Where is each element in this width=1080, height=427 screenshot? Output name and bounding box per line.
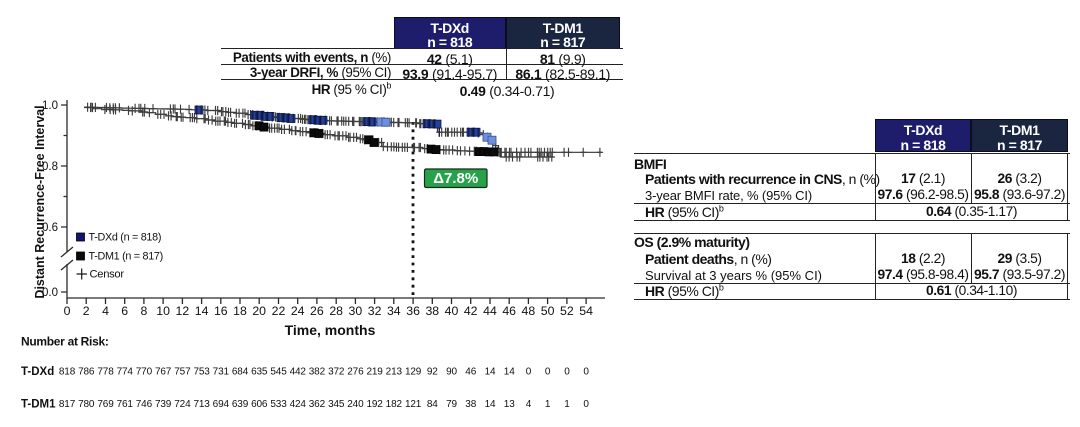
svg-text:382: 382 [309, 367, 326, 378]
svg-text:12: 12 [176, 304, 190, 318]
svg-text:T-DXd (n = 818): T-DXd (n = 818) [89, 232, 162, 244]
svg-text:4: 4 [526, 399, 532, 410]
svg-text:54: 54 [579, 304, 593, 318]
svg-text:Δ7.8%: Δ7.8% [433, 170, 478, 187]
svg-text:90: 90 [446, 367, 457, 378]
svg-text:219: 219 [366, 367, 383, 378]
svg-text:213: 213 [386, 367, 403, 378]
svg-text:4: 4 [102, 304, 109, 318]
svg-text:739: 739 [155, 399, 172, 410]
svg-text:0: 0 [564, 367, 570, 378]
svg-text:T-DM1 (n = 817): T-DM1 (n = 817) [89, 251, 163, 263]
svg-text:8: 8 [140, 304, 147, 318]
svg-text:606: 606 [251, 399, 268, 410]
svg-text:780: 780 [78, 399, 95, 410]
svg-text:545: 545 [270, 367, 287, 378]
svg-text:769: 769 [97, 399, 114, 410]
svg-text:2: 2 [83, 304, 90, 318]
svg-text:T-DXd: T-DXd [21, 366, 54, 378]
svg-text:817: 817 [59, 399, 76, 410]
svg-text:1.0: 1.0 [42, 100, 58, 112]
svg-text:121: 121 [405, 399, 422, 410]
svg-text:T-DM1: T-DM1 [21, 399, 56, 411]
svg-text:761: 761 [117, 399, 134, 410]
svg-text:757: 757 [174, 367, 191, 378]
svg-text:731: 731 [213, 367, 230, 378]
svg-text:345: 345 [328, 399, 345, 410]
svg-text:16: 16 [214, 304, 228, 318]
svg-text:38: 38 [465, 399, 476, 410]
svg-text:Number at Risk:: Number at Risk: [21, 335, 109, 349]
svg-text:22: 22 [272, 304, 286, 318]
svg-text:767: 767 [155, 367, 172, 378]
svg-text:10: 10 [156, 304, 170, 318]
svg-text:746: 746 [136, 399, 153, 410]
svg-text:0.0: 0.0 [42, 287, 58, 299]
svg-text:42: 42 [464, 304, 478, 318]
svg-text:0: 0 [526, 367, 532, 378]
svg-text:240: 240 [347, 399, 364, 410]
svg-text:18: 18 [233, 304, 247, 318]
svg-text:13: 13 [504, 399, 515, 410]
svg-text:778: 778 [97, 367, 114, 378]
svg-text:635: 635 [251, 367, 268, 378]
svg-text:34: 34 [387, 304, 401, 318]
svg-text:1: 1 [545, 399, 551, 410]
svg-text:770: 770 [136, 367, 153, 378]
svg-text:30: 30 [349, 304, 363, 318]
svg-text:0: 0 [64, 304, 71, 318]
svg-text:818: 818 [59, 367, 76, 378]
svg-text:0: 0 [545, 367, 551, 378]
svg-text:442: 442 [290, 367, 307, 378]
svg-text:84: 84 [427, 399, 438, 410]
svg-text:1: 1 [564, 399, 570, 410]
svg-text:36: 36 [406, 304, 420, 318]
svg-text:362: 362 [309, 399, 326, 410]
svg-text:276: 276 [347, 367, 364, 378]
svg-text:192: 192 [366, 399, 383, 410]
svg-text:52: 52 [560, 304, 574, 318]
svg-text:424: 424 [290, 399, 307, 410]
svg-text:774: 774 [117, 367, 134, 378]
svg-text:Censor: Censor [90, 269, 125, 281]
svg-text:129: 129 [405, 367, 422, 378]
svg-text:14: 14 [504, 367, 515, 378]
svg-text:24: 24 [291, 304, 305, 318]
svg-text:14: 14 [485, 367, 496, 378]
svg-text:92: 92 [427, 367, 438, 378]
svg-text:44: 44 [483, 304, 497, 318]
svg-text:182: 182 [386, 399, 403, 410]
svg-text:0: 0 [583, 399, 589, 410]
svg-text:694: 694 [213, 399, 230, 410]
svg-text:639: 639 [232, 399, 249, 410]
svg-text:32: 32 [368, 304, 382, 318]
svg-text:713: 713 [193, 399, 210, 410]
svg-text:0: 0 [583, 367, 589, 378]
svg-text:28: 28 [329, 304, 343, 318]
svg-text:724: 724 [174, 399, 191, 410]
svg-text:46: 46 [502, 304, 516, 318]
svg-text:0.8: 0.8 [42, 161, 58, 173]
svg-text:38: 38 [425, 304, 439, 318]
svg-text:48: 48 [522, 304, 536, 318]
svg-text:Time, months: Time, months [285, 322, 376, 338]
svg-text:753: 753 [193, 367, 210, 378]
svg-text:26: 26 [310, 304, 324, 318]
svg-text:Distant Recurrence-Free Interv: Distant Recurrence-Free Interval [33, 105, 47, 298]
svg-text:50: 50 [541, 304, 555, 318]
svg-text:14: 14 [485, 399, 496, 410]
svg-text:46: 46 [465, 367, 476, 378]
svg-text:79: 79 [446, 399, 457, 410]
svg-text:684: 684 [232, 367, 249, 378]
svg-text:533: 533 [270, 399, 287, 410]
svg-text:372: 372 [328, 367, 345, 378]
svg-text:786: 786 [78, 367, 95, 378]
svg-text:20: 20 [252, 304, 266, 318]
svg-text:6: 6 [121, 304, 128, 318]
svg-text:14: 14 [195, 304, 209, 318]
svg-text:40: 40 [445, 304, 459, 318]
svg-text:0.6: 0.6 [42, 222, 58, 234]
